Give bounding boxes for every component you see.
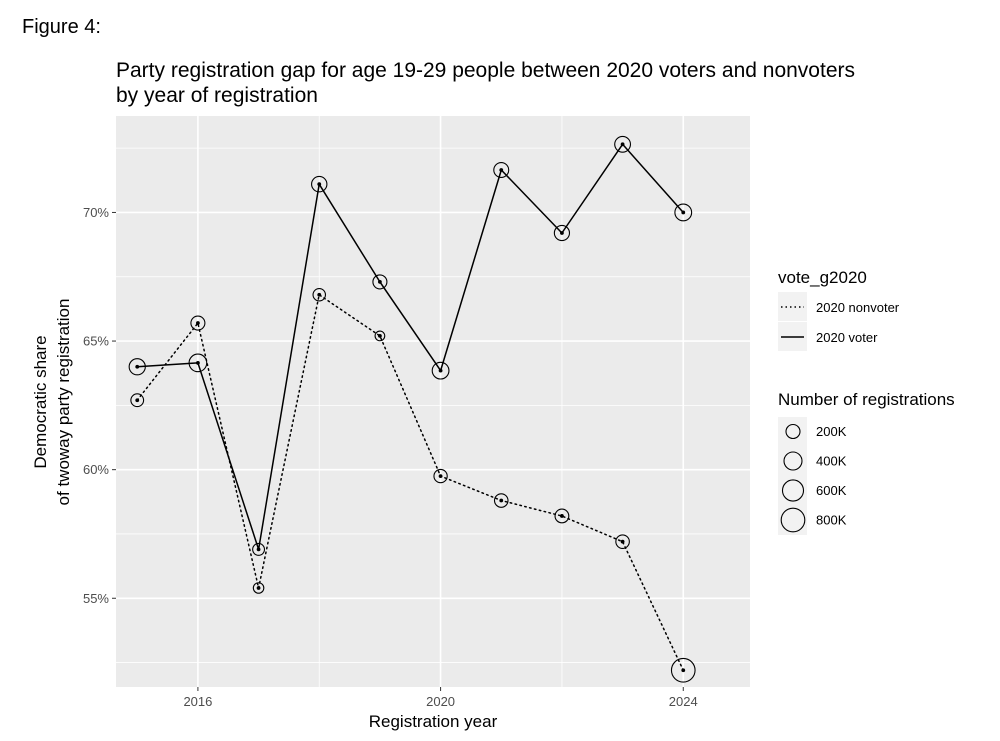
x-tick-label: 2020: [426, 694, 455, 709]
data-point-voter: [311, 175, 328, 193]
legend-key-bg-nonvoter: [778, 292, 807, 321]
plot-panel: [116, 116, 750, 687]
data-point-nonvoter: [670, 657, 696, 683]
x-axis-title: Registration year: [369, 712, 498, 731]
grid: [116, 116, 750, 687]
data-point-center: [135, 398, 140, 403]
data-point-voter: [674, 203, 693, 222]
legend: vote_g2020 2020 nonvoter 2020 voter Numb…: [778, 268, 955, 535]
data-point-voter: [188, 353, 208, 373]
y-tick-label: 60%: [83, 462, 109, 477]
data-point-center: [499, 168, 504, 172]
y-tick-label: 65%: [83, 334, 109, 349]
data-point-nonvoter: [493, 493, 509, 508]
chart-title-line1: Party registration gap for age 19-29 peo…: [116, 59, 855, 82]
axis-ticks: 2016 2020 2024 55% 60% 65% 70%: [83, 205, 698, 709]
data-point-center: [135, 364, 140, 369]
legend-label-voter: 2020 voter: [816, 330, 878, 345]
y-axis-title-line2: of twoway party registration: [54, 299, 73, 506]
data-point-center: [196, 321, 200, 325]
data-point-center: [317, 182, 322, 187]
data-point-center: [196, 361, 200, 365]
data-point-center: [256, 586, 261, 590]
y-tick-label: 70%: [83, 205, 109, 220]
data-point-voter: [493, 162, 510, 179]
size-key-bg: [778, 417, 807, 447]
data-point-voter: [553, 224, 571, 242]
data-point-center: [560, 231, 564, 235]
size-key-circle: [785, 423, 801, 440]
size-key-label: 200K: [816, 424, 847, 439]
data-point-center: [378, 334, 382, 338]
size-legend: 200K 400K 600K 800K: [778, 417, 847, 535]
legend-label-nonvoter: 2020 nonvoter: [816, 300, 900, 315]
size-key-circle: [783, 451, 803, 471]
data-point-nonvoter: [130, 393, 145, 408]
x-tick-label: 2024: [669, 694, 698, 709]
data-point-center: [681, 210, 686, 215]
series-line-voter: [137, 143, 684, 551]
data-point-nonvoter: [615, 534, 630, 549]
data-point-center: [438, 368, 443, 373]
data-point-center: [438, 474, 443, 478]
data-point-nonvoter: [374, 330, 386, 342]
data-point-nonvoter: [554, 508, 570, 524]
data-point-center: [620, 142, 625, 147]
y-tick-label: 55%: [83, 591, 109, 606]
data-point-center: [256, 547, 261, 552]
data-point-voter: [252, 542, 266, 556]
data-point-center: [499, 498, 504, 503]
data-point-nonvoter: [190, 315, 206, 331]
figure-label: Figure 4:: [22, 16, 101, 38]
data-point-voter: [431, 361, 450, 380]
size-key-label: 400K: [816, 454, 847, 469]
y-axis-title-line1: Democratic share: [31, 335, 50, 468]
data-point-voter: [372, 274, 388, 290]
size-key-bg: [778, 446, 807, 476]
data-point-nonvoter: [312, 287, 327, 302]
data-point-nonvoter: [433, 468, 448, 484]
data-point-center: [560, 514, 564, 518]
data-point-center: [620, 539, 625, 544]
x-tick-label: 2016: [183, 694, 212, 709]
data-point-voter: [128, 358, 146, 376]
chart-title-line2: by year of registration: [116, 84, 318, 107]
series-lines: [136, 143, 685, 672]
legend-title-color: vote_g2020: [778, 268, 867, 287]
size-key-label: 600K: [816, 483, 847, 498]
size-key-circle: [781, 479, 805, 502]
data-point-voter: [614, 135, 632, 153]
data-point-center: [681, 668, 686, 673]
data-point-center: [317, 292, 322, 297]
data-point-nonvoter: [252, 582, 265, 594]
size-key-label: 800K: [816, 513, 847, 528]
series-points: [128, 135, 696, 683]
chart-title: Party registration gap for age 19-29 peo…: [116, 58, 976, 108]
legend-title-size: Number of registrations: [778, 390, 955, 409]
series-line-nonvoter: [136, 294, 685, 672]
size-key-bg: [778, 505, 807, 535]
data-point-center: [378, 279, 382, 284]
size-key-circle: [780, 507, 806, 533]
